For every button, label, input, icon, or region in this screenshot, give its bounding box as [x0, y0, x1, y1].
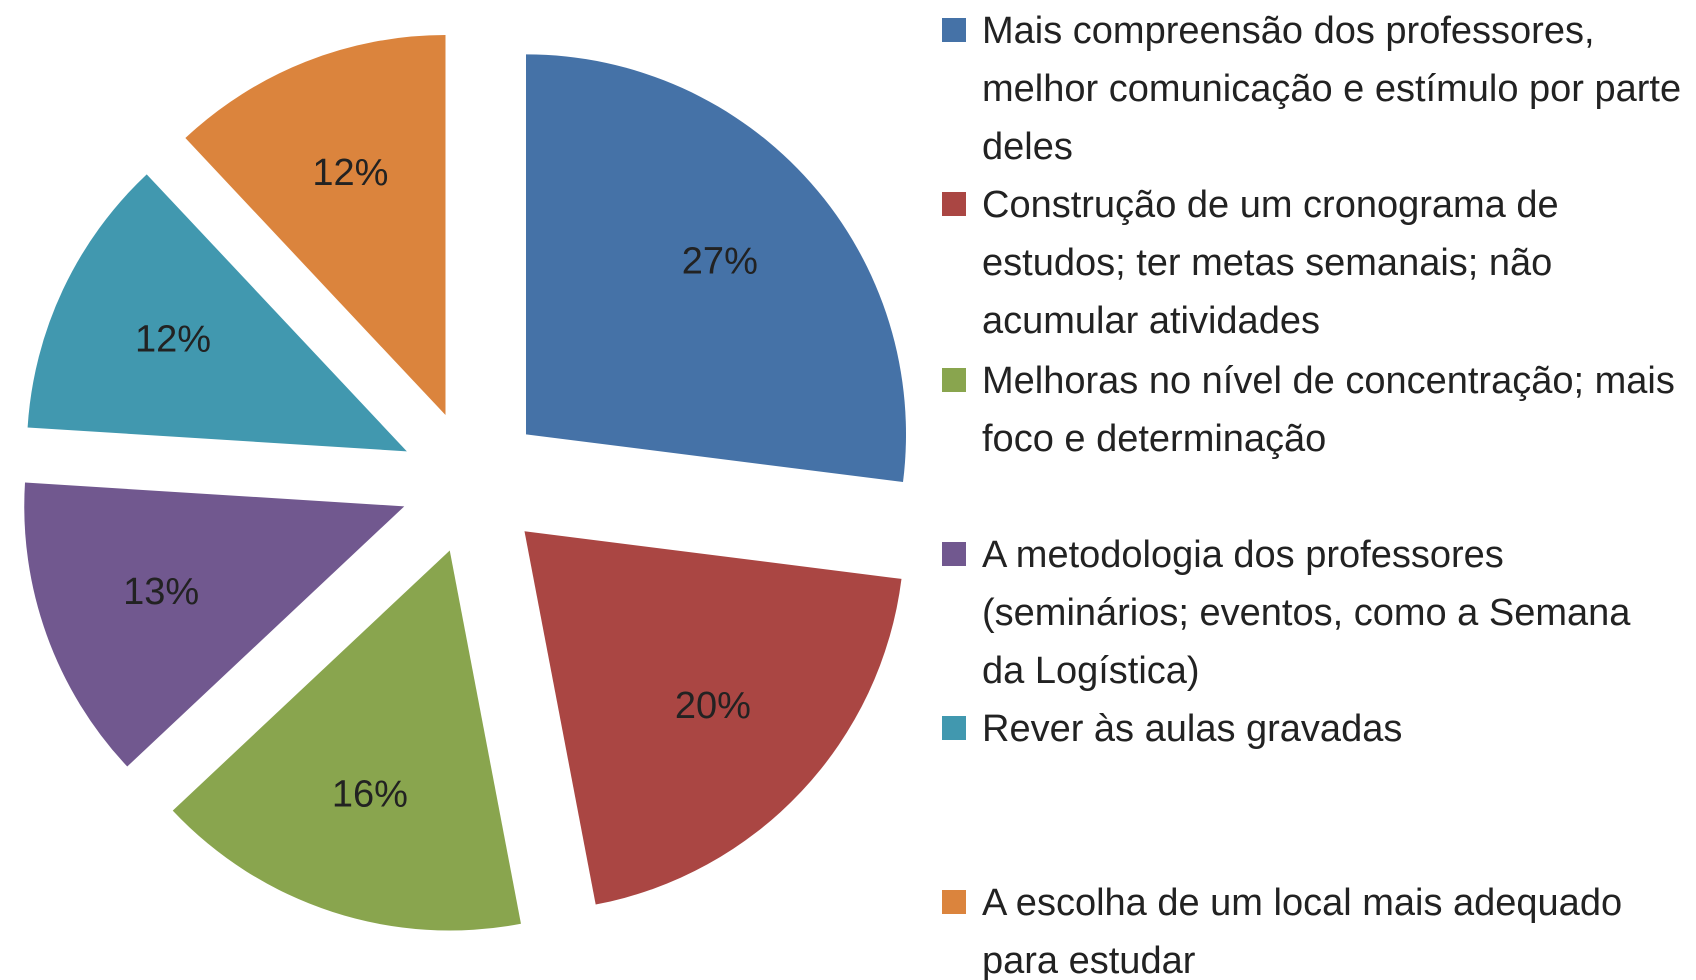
- data-label: 27%: [682, 241, 758, 283]
- legend-item: Melhoras no nível de concentração; mais …: [942, 352, 1682, 468]
- legend-item: Mais compreensão dos professores, melhor…: [942, 2, 1682, 176]
- legend-label: A escolha de um local mais adequado para…: [982, 882, 1623, 980]
- pie-slice: [185, 35, 446, 416]
- legend-label: Melhoras no nível de concentração; mais …: [982, 360, 1675, 460]
- legend-item: Construção de um cronograma de estudos; …: [942, 176, 1682, 350]
- pie-slice: [27, 174, 407, 452]
- legend-label: Mais compreensão dos professores, melhor…: [982, 10, 1682, 168]
- data-label: 13%: [123, 571, 199, 613]
- data-label: 16%: [332, 773, 408, 815]
- legend-swatch: [942, 716, 966, 740]
- legend-label: Rever às aulas gravadas: [982, 708, 1403, 750]
- pie-slice: [24, 482, 405, 767]
- legend-swatch: [942, 18, 966, 42]
- data-label: 12%: [312, 152, 388, 194]
- legend-swatch: [942, 192, 966, 216]
- pie-slice: [172, 550, 521, 931]
- legend-swatch: [942, 542, 966, 566]
- legend-label: A metodologia dos professores (seminário…: [982, 534, 1631, 692]
- legend-swatch: [942, 368, 966, 392]
- legend-item: Rever às aulas gravadas: [942, 700, 1682, 758]
- pie-slice: [524, 531, 902, 905]
- pie: 27% 20% 16% 13% 12% 12%: [24, 35, 907, 931]
- data-label: 20%: [675, 685, 751, 727]
- data-label: 12%: [135, 318, 211, 360]
- legend-item: A metodologia dos professores (seminário…: [942, 526, 1682, 700]
- legend-swatch: [942, 890, 966, 914]
- pie-slice: [526, 54, 907, 483]
- legend-item: A escolha de um local mais adequado para…: [942, 874, 1682, 980]
- legend-label: Construção de um cronograma de estudos; …: [982, 184, 1559, 342]
